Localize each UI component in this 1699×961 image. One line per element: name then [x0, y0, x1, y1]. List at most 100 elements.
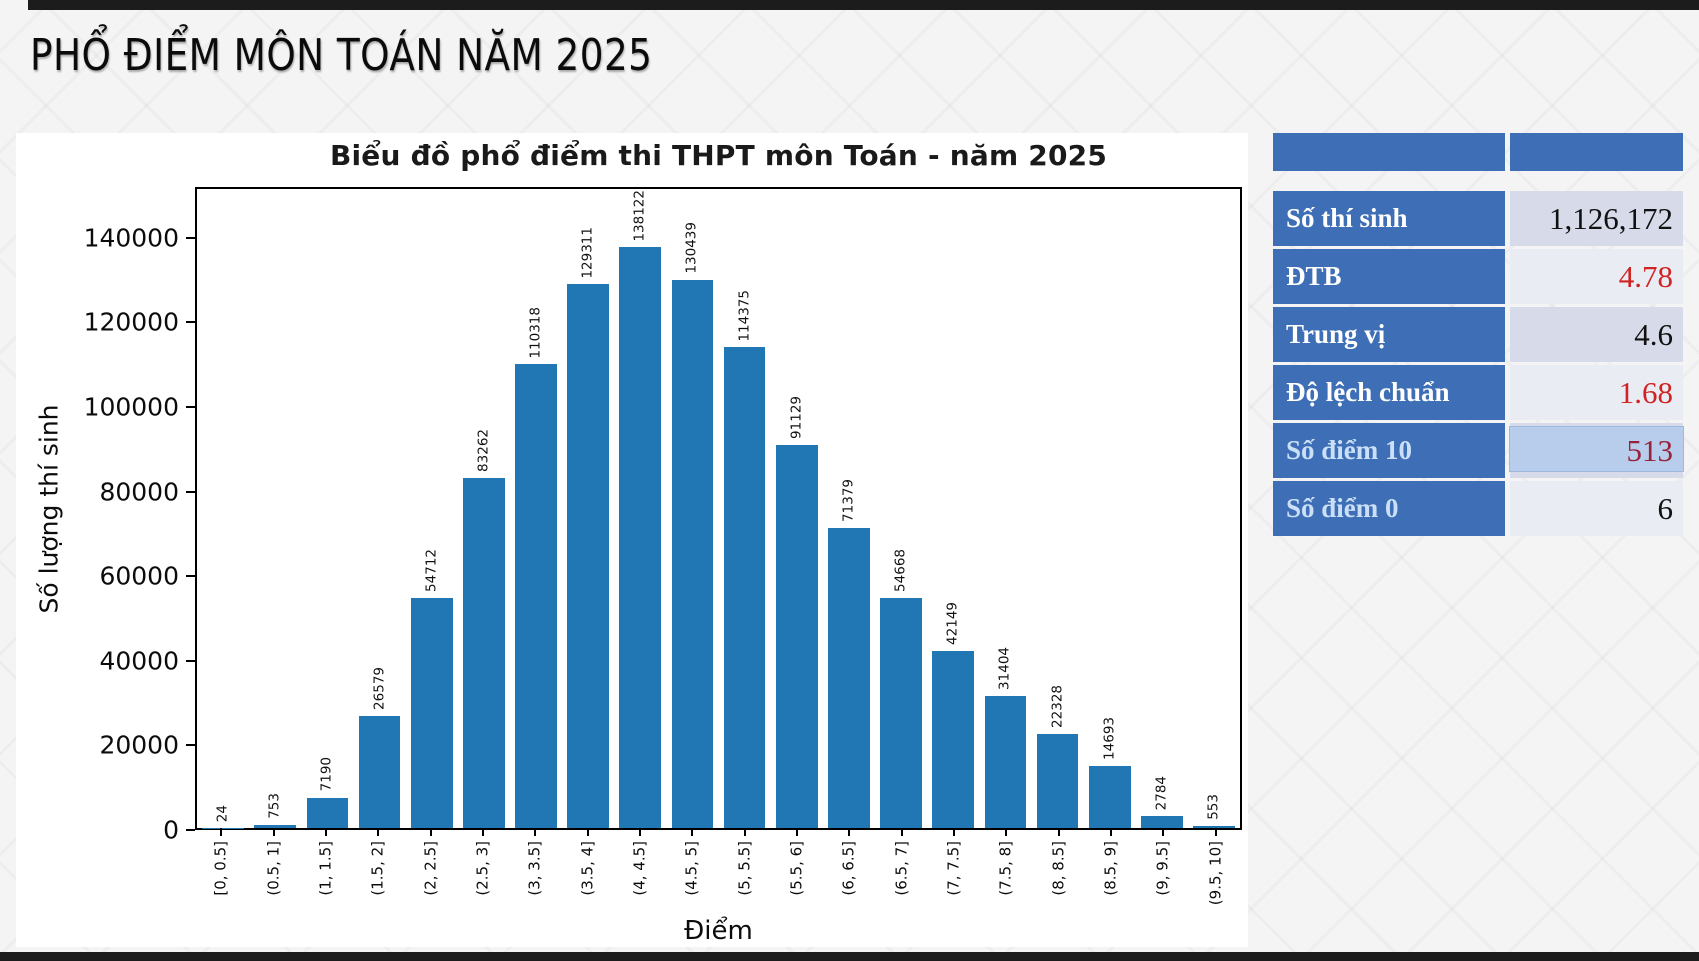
- x-tick-slot: (5.5, 6]: [771, 828, 823, 958]
- x-tick-mark: [481, 828, 484, 836]
- x-tick-label: (9.5, 10]: [1206, 841, 1225, 906]
- bar-slot: 42149: [927, 189, 979, 828]
- stat-value-text: 4.78: [1618, 258, 1673, 294]
- x-tick-mark: [586, 828, 589, 836]
- x-tick-slot: (5, 5.5]: [718, 828, 770, 958]
- bar: [1193, 825, 1235, 828]
- y-tick-label: 120000: [83, 307, 179, 337]
- x-tick-mark: [377, 828, 380, 836]
- stat-label: Số điểm 10: [1273, 423, 1505, 478]
- bar-slot: 14693: [1084, 189, 1136, 828]
- bar: [1036, 734, 1079, 828]
- bar-value-label: 129311: [579, 226, 596, 279]
- y-tick-label: 40000: [99, 646, 179, 676]
- x-tick-slot: (3.5, 4]: [561, 828, 613, 958]
- bar: [1141, 816, 1183, 828]
- x-tick-slot: (1.5, 2]: [352, 828, 404, 958]
- bar: [880, 598, 922, 828]
- bar-value-label: 22328: [1048, 685, 1065, 729]
- bar-value-label: 138122: [631, 189, 648, 242]
- x-tick-mark: [429, 828, 432, 836]
- stat-label: Trung vị: [1273, 307, 1505, 362]
- bars: 24 753 7190 26579 54712 83262 110318 129311 1381…: [197, 189, 1240, 828]
- x-tick-mark: [952, 828, 955, 836]
- stat-value-text: 1.68: [1618, 374, 1673, 410]
- stat-value-text: 4.6: [1634, 316, 1673, 352]
- x-axis-ticks: [0, 0.5] (0.5, 1] (1, 1.5] (1.5, 2] (2, 2.5]…: [195, 828, 1242, 958]
- stat-value: 4.78: [1510, 249, 1683, 304]
- stat-label: Số thí sinh: [1273, 191, 1505, 246]
- bar-value-label: 110318: [527, 306, 544, 359]
- y-tick-mark: [186, 744, 195, 747]
- x-tick-slot: (9, 9.5]: [1137, 828, 1189, 958]
- y-tick-label: 60000: [99, 561, 179, 591]
- bar-value-label: 54668: [892, 549, 909, 593]
- x-tick-mark: [1162, 828, 1165, 836]
- bar: [619, 247, 662, 828]
- bar: [567, 284, 610, 828]
- y-tick-label: 100000: [83, 392, 179, 422]
- x-tick-label: (7.5, 8]: [996, 841, 1015, 896]
- stat-value: 513: [1509, 423, 1684, 478]
- bar-slot: 114375: [719, 189, 771, 828]
- bar-slot: 110318: [510, 189, 562, 828]
- stat-value: 1.68: [1510, 365, 1683, 420]
- bar-slot: 71379: [823, 189, 875, 828]
- y-tick-label: 80000: [99, 477, 179, 507]
- x-tick-slot: (1, 1.5]: [300, 828, 352, 958]
- y-tick-mark: [186, 490, 195, 493]
- table-header-label-cell: [1273, 133, 1505, 171]
- bar-slot: 54712: [406, 189, 458, 828]
- x-tick-slot: (7.5, 8]: [980, 828, 1032, 958]
- y-tick-mark: [186, 659, 195, 662]
- bar-value-label: 753: [266, 793, 283, 819]
- bar-slot: 753: [249, 189, 301, 828]
- bar-slot: 22328: [1032, 189, 1084, 828]
- bar: [932, 650, 975, 828]
- bar-value-label: 26579: [370, 667, 387, 711]
- bar: [671, 279, 714, 828]
- bar-slot: 31404: [979, 189, 1031, 828]
- stat-value: 6: [1510, 481, 1683, 536]
- x-tick-mark: [795, 828, 798, 836]
- x-tick-mark: [534, 828, 537, 836]
- bar: [984, 695, 1027, 828]
- stat-label: ĐTB: [1273, 249, 1505, 304]
- x-tick-slot: (2, 2.5]: [404, 828, 456, 958]
- y-tick-mark: [186, 321, 195, 324]
- stat-value-text: 1,126,172: [1549, 200, 1673, 236]
- x-tick-label: (7, 7.5]: [944, 841, 963, 896]
- bar-value-label: 54712: [422, 549, 439, 592]
- bar-value-label: 31404: [996, 647, 1013, 690]
- x-tick-label: (1.5, 2]: [368, 841, 387, 896]
- y-axis-ticks: 0 20000 40000 60000 80000 100000 120000 140000: [67, 187, 195, 845]
- stat-label: Số điểm 0: [1273, 481, 1505, 536]
- bar-slot: 7190: [301, 189, 353, 828]
- y-tick-mark: [186, 575, 195, 578]
- x-tick-label: (6, 6.5]: [839, 841, 858, 896]
- x-tick-mark: [848, 828, 851, 836]
- bar-slot: 83262: [458, 189, 510, 828]
- x-tick-label: (1, 1.5]: [316, 841, 335, 896]
- x-tick-slot: (6.5, 7]: [875, 828, 927, 958]
- bar-value-label: 114375: [735, 289, 752, 342]
- chart-card: Biểu đồ phổ điểm thi THPT môn Toán - năm…: [16, 133, 1248, 947]
- bar-slot: 129311: [562, 189, 614, 828]
- x-tick-label: (4, 4.5]: [630, 841, 649, 896]
- plot-area: Số lượng thí sinh 0 20000 40000 60000 80000 1…: [35, 187, 1242, 946]
- bar: [306, 797, 349, 828]
- x-tick-label: (0.5, 1]: [264, 841, 283, 896]
- bar: [358, 716, 401, 828]
- x-tick-label: [0, 0.5]: [211, 841, 230, 896]
- bar: [723, 347, 766, 828]
- bar: [515, 364, 557, 828]
- x-tick-label: (9, 9.5]: [1153, 841, 1172, 896]
- bar-value-label: 71379: [840, 478, 857, 522]
- bar: [462, 477, 505, 828]
- x-axis-title: Điểm: [684, 916, 753, 946]
- bar: [410, 598, 453, 828]
- y-tick-mark: [186, 829, 195, 831]
- page-title: PHỔ ĐIỂM MÔN TOÁN NĂM 2025: [30, 30, 653, 81]
- x-tick-slot: (0.5, 1]: [247, 828, 299, 958]
- x-tick-label: (2, 2.5]: [421, 841, 440, 896]
